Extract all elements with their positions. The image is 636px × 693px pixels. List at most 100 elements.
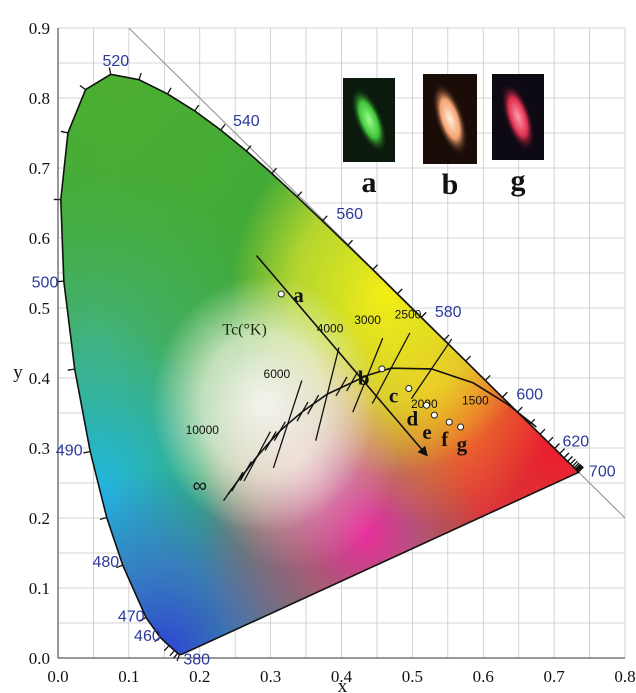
wavelength-tick bbox=[396, 288, 403, 295]
wavelength-tick bbox=[501, 391, 508, 398]
x-tick-labels: 0.0 0.1 0.2 0.3 0.4 0.5 0.6 0.7 0.8 bbox=[47, 667, 635, 686]
wavelength-tick bbox=[220, 124, 226, 131]
wavelength-tick bbox=[163, 645, 170, 652]
wavelength-tick bbox=[569, 458, 576, 465]
temperature-label: 10000 bbox=[186, 423, 220, 437]
wavelength-tick bbox=[372, 264, 379, 271]
temperature-label: 6000 bbox=[264, 367, 291, 381]
y-tick-label: 0.2 bbox=[29, 509, 50, 528]
inset-glow bbox=[500, 82, 536, 152]
wavelength-tick bbox=[108, 67, 112, 75]
data-point-label: f bbox=[441, 427, 449, 451]
wavelength-tick bbox=[465, 355, 472, 362]
isotherm-line bbox=[264, 431, 277, 451]
isotherm-lines bbox=[222, 332, 453, 502]
data-point-label: a bbox=[293, 283, 304, 307]
isotherm-line bbox=[352, 337, 384, 413]
x-axis-label: x bbox=[338, 676, 348, 693]
y-tick-label: 0.1 bbox=[29, 579, 50, 598]
inset-label: b bbox=[442, 168, 459, 201]
wavelength-tick bbox=[484, 375, 491, 381]
y-tick-label: 0.5 bbox=[29, 299, 50, 318]
wavelength-tick bbox=[576, 464, 583, 471]
wavelength-tick bbox=[578, 466, 584, 473]
wavelength-label: 460 bbox=[134, 628, 161, 645]
y-tick-labels: 0.0 0.1 0.2 0.3 0.4 0.5 0.6 0.7 0.8 0.9 bbox=[29, 19, 51, 668]
wavelength-tick bbox=[572, 460, 578, 467]
wavelength-tick bbox=[547, 436, 554, 443]
data-point bbox=[277, 290, 285, 298]
inset-glow bbox=[432, 82, 468, 156]
wavelength-tick bbox=[321, 215, 328, 222]
wavelength-label: 520 bbox=[102, 53, 129, 70]
wavelength-tick bbox=[516, 406, 523, 413]
wavelength-tick bbox=[347, 239, 354, 246]
isotherm-line bbox=[239, 461, 252, 481]
temperature-label: 2500 bbox=[395, 308, 422, 322]
wavelength-tick bbox=[79, 84, 86, 91]
wavelength-tick bbox=[154, 636, 161, 643]
wavelength-tick bbox=[169, 649, 176, 657]
isotherm-line bbox=[231, 471, 244, 492]
wavelength-tick bbox=[563, 452, 570, 459]
y-tick-label: 0.3 bbox=[29, 439, 50, 458]
wavelength-tick bbox=[567, 455, 573, 462]
wavelength-label: 490 bbox=[56, 443, 83, 460]
isotherm-line bbox=[296, 401, 309, 422]
inset-glow bbox=[350, 86, 388, 154]
data-point bbox=[430, 411, 438, 419]
wavelength-tick bbox=[194, 104, 200, 112]
data-point-label: g bbox=[457, 432, 468, 456]
isotherm-line bbox=[307, 394, 320, 415]
wavelength-label: 500 bbox=[32, 274, 59, 291]
y-tick-label: 0.6 bbox=[29, 229, 50, 248]
y-tick-label: 0.9 bbox=[29, 19, 50, 38]
data-point bbox=[378, 365, 386, 373]
isotherm-line bbox=[243, 431, 271, 482]
wavelength-tick bbox=[539, 428, 546, 435]
wavelength-tick bbox=[139, 616, 147, 622]
data-point bbox=[445, 418, 453, 426]
data-point-label: b bbox=[358, 366, 370, 390]
temperature-label: ∞ bbox=[193, 475, 207, 497]
data-point-label: d bbox=[407, 406, 419, 430]
data-point bbox=[405, 385, 413, 392]
x-tick-label: 0.3 bbox=[260, 667, 281, 686]
isotherm-line bbox=[371, 332, 411, 404]
temperature-label: 4000 bbox=[317, 322, 344, 336]
wavelength-tick bbox=[245, 145, 252, 152]
isotherm-line bbox=[272, 380, 303, 469]
isotherm-line bbox=[222, 487, 234, 502]
x-tick-label: 0.4 bbox=[331, 667, 353, 686]
x-tick-label: 0.7 bbox=[544, 667, 566, 686]
wavelength-tick bbox=[554, 443, 560, 449]
y-tick-label: 0.0 bbox=[29, 649, 50, 668]
isotherm-line bbox=[335, 376, 348, 397]
y-axis-label: y bbox=[13, 362, 23, 383]
wavelength-tick bbox=[575, 464, 582, 471]
wavelength-label: 480 bbox=[92, 554, 119, 571]
temperature-labels: 10000600040003000250020001500∞ bbox=[186, 308, 489, 498]
data-point-label: c bbox=[389, 384, 398, 408]
wavelength-label: 540 bbox=[233, 113, 260, 130]
temperature-label: 1500 bbox=[462, 394, 489, 408]
y-tick-label: 0.4 bbox=[29, 369, 51, 388]
wavelength-tick bbox=[573, 462, 580, 469]
x-tick-label: 0.8 bbox=[614, 667, 635, 686]
wavelength-label: 560 bbox=[336, 206, 363, 223]
wavelength-tick bbox=[99, 516, 107, 521]
wavelength-tick bbox=[115, 564, 123, 569]
wavelength-label: 470 bbox=[118, 608, 145, 625]
wavelength-tick bbox=[271, 167, 277, 174]
data-point bbox=[457, 423, 465, 431]
data-point-label: e bbox=[422, 420, 431, 444]
x-tick-label: 0.6 bbox=[473, 667, 494, 686]
x-tick-label: 0.2 bbox=[189, 667, 210, 686]
wavelength-tick bbox=[296, 191, 303, 198]
wavelength-label: 700 bbox=[589, 464, 616, 481]
x-tick-label: 0.1 bbox=[118, 667, 139, 686]
wavelength-tick bbox=[420, 311, 427, 318]
